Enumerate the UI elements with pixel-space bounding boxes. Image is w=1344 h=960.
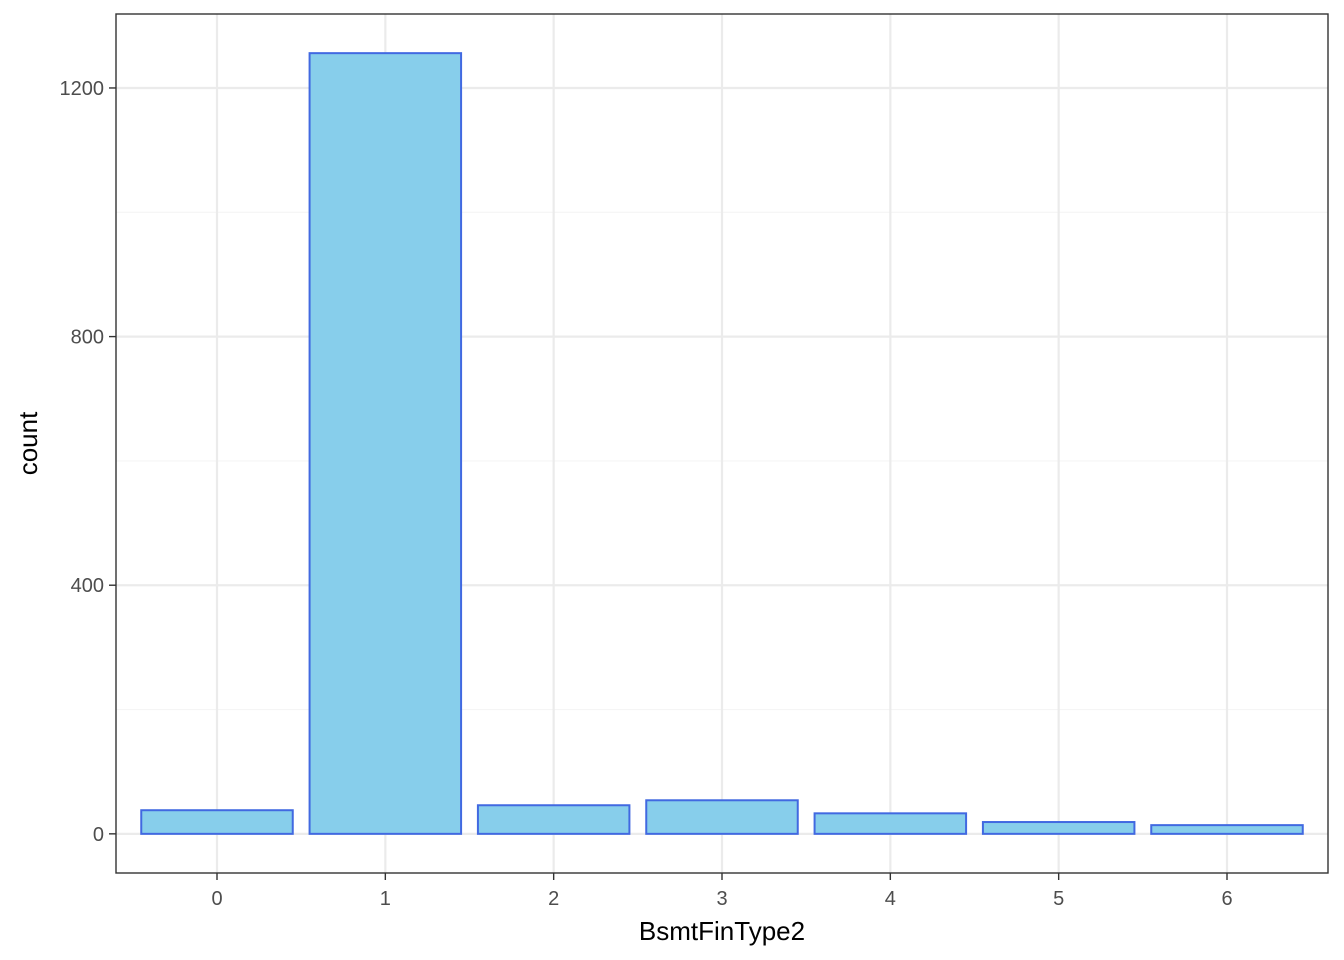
major-gridlines [116, 14, 1328, 873]
y-tick-label: 800 [71, 327, 104, 349]
x-tick-labels: 0 1 2 3 4 5 6 [211, 888, 1232, 910]
x-tick-label: 4 [885, 888, 896, 910]
axis-ticks [109, 87, 1228, 880]
bar-5 [981, 821, 1136, 835]
x-tick-label: 0 [211, 888, 222, 910]
x-tick-label: 5 [1053, 888, 1064, 910]
bar-4 [813, 812, 968, 835]
y-axis-title: count [13, 411, 43, 475]
x-axis-title: BsmtFinType2 [639, 916, 805, 946]
bar-2 [476, 804, 631, 835]
bar-3 [645, 799, 799, 835]
y-tick-labels: 0 400 800 1200 [60, 78, 105, 846]
y-tick-label: 1200 [60, 78, 105, 100]
y-tick-label: 400 [71, 575, 104, 597]
x-tick-label: 2 [548, 888, 559, 910]
y-tick-label: 0 [93, 824, 104, 846]
x-tick-label: 6 [1221, 888, 1232, 910]
x-tick-label: 1 [380, 888, 391, 910]
bar-0 [140, 809, 294, 835]
bar-1 [308, 52, 463, 835]
x-tick-label: 3 [716, 888, 727, 910]
bar-6 [1150, 824, 1304, 835]
bars [140, 52, 1304, 835]
